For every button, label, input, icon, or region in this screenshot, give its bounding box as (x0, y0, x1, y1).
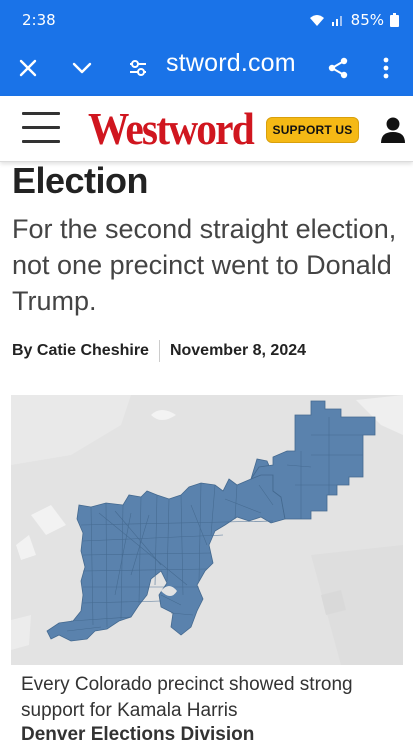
byline: By Catie Cheshire November 8, 2024 (12, 340, 306, 362)
signal-icon (331, 13, 345, 27)
site-settings-icon[interactable] (120, 50, 156, 86)
battery-percent: 85% (350, 11, 384, 29)
author-link[interactable]: By Catie Cheshire (12, 342, 149, 359)
close-icon[interactable] (10, 50, 46, 86)
precinct-map-graphic (11, 395, 403, 665)
chevron-down-icon[interactable] (64, 50, 100, 86)
status-bar: 2:38 85% (0, 0, 413, 40)
status-icons: 85% (309, 11, 399, 29)
precinct-map (11, 395, 403, 665)
wifi-icon (309, 13, 325, 27)
map-credit: Denver Elections Division (21, 724, 255, 745)
status-time: 2:38 (22, 11, 56, 29)
article-subhead: For the second straight election, not on… (12, 214, 397, 316)
byline-divider (158, 340, 160, 362)
article-headline: Election (12, 160, 149, 201)
site-header: Westword SUPPORT US (0, 96, 413, 162)
more-vert-icon[interactable] (368, 50, 404, 86)
battery-icon (390, 13, 399, 27)
share-icon[interactable] (320, 50, 356, 86)
menu-icon[interactable] (22, 112, 62, 144)
url-text[interactable]: stword.com (166, 49, 296, 77)
browser-toolbar: stword.com (0, 40, 413, 96)
support-us-button[interactable]: SUPPORT US (266, 117, 359, 143)
publish-date: November 8, 2024 (169, 342, 307, 359)
site-logo[interactable]: Westword (88, 103, 255, 154)
map-caption: Every Colorado precinct showed strong su… (21, 674, 353, 721)
user-icon[interactable] (380, 116, 406, 144)
